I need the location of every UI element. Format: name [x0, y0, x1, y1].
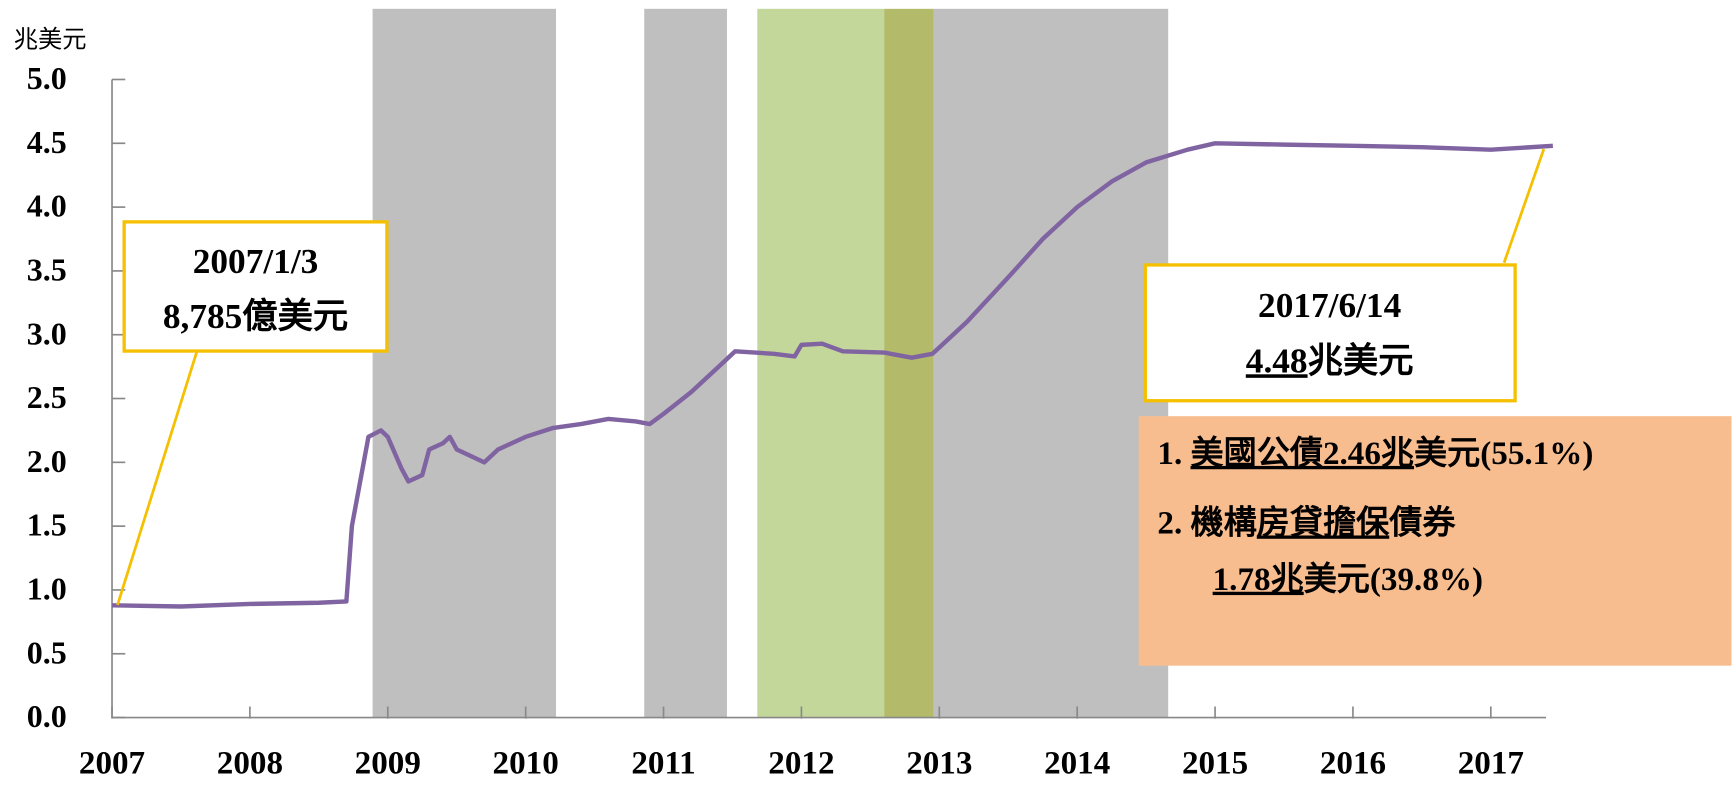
y-tick-label: 4.5	[27, 124, 67, 160]
x-tick-label: 2015	[1182, 745, 1248, 782]
annotation-segment: 1.	[1157, 435, 1190, 472]
leader-line	[1502, 148, 1546, 264]
annotation-segment: 2007/1/3	[193, 242, 319, 281]
annotation-segment: 1.78兆	[1213, 560, 1304, 597]
annotation-box	[122, 220, 389, 353]
annotation-segment: 美元(39.8%)	[1304, 560, 1483, 597]
data-line	[111, 141, 1554, 609]
y-axis-label: 兆美元	[14, 27, 87, 54]
annotation-segment: 兆美元	[1308, 341, 1414, 380]
annotations: 2007/1/3 8,785億美元 2017/6/14 4.48兆美元 1. 美國公債2…	[163, 242, 1594, 597]
plot	[111, 141, 1554, 609]
y-tick-label: 4.0	[27, 188, 67, 224]
annotation-text: 2007/1/3	[193, 242, 319, 281]
x-tick-label: 2012	[768, 745, 834, 782]
shaded-period	[644, 8, 727, 718]
composition-box	[1138, 416, 1732, 666]
annotation-box	[1143, 263, 1517, 403]
y-tick-label: 2.0	[27, 443, 67, 479]
annotation-text: 4.48兆美元	[1246, 341, 1414, 380]
y-tick-label: 0.0	[27, 698, 67, 734]
y-tick-label: 3.0	[27, 315, 67, 351]
x-tick-label: 2010	[493, 745, 559, 782]
y-tick-label: 2.5	[27, 379, 67, 415]
x-tick-label: 2008	[217, 745, 283, 782]
leader-line	[116, 350, 199, 606]
x-tick-label: 2013	[906, 745, 972, 782]
shaded-period	[757, 8, 885, 718]
annotation-text: 1.78兆美元(39.8%)	[1213, 560, 1483, 597]
y-tick-label: 0.5	[27, 634, 67, 670]
annotation-segment: 債券	[1388, 504, 1456, 541]
x-tick-label: 2007	[79, 745, 145, 782]
annotation-segment: 4.48	[1246, 341, 1308, 380]
annotation-segment: 2. 機構	[1157, 504, 1256, 541]
shaded-period	[933, 8, 1169, 718]
annotation-text: 1. 美國公債2.46兆美元(55.1%)	[1157, 435, 1593, 472]
y-tick-label: 3.5	[27, 251, 67, 287]
annotation-segment: 8,785億美元	[163, 297, 348, 336]
y-tick-label: 5.0	[27, 60, 67, 96]
annotation-text: 2. 機構房貸擔保債券	[1157, 504, 1456, 541]
y-tick-label: 1.0	[27, 570, 67, 606]
annotation-segment: 美元(55.1%)	[1414, 435, 1593, 472]
x-tick-label: 2009	[355, 745, 421, 782]
annotation-segment: 房貸擔保	[1257, 504, 1390, 541]
x-tick-label: 2016	[1320, 745, 1386, 782]
spans	[372, 8, 1169, 718]
y-tick-label: 1.5	[27, 507, 67, 543]
axes: 0.0 0.5 1.0 1.5 2.0 2.5 3.0 3.5 4.0 4.5 5.0 2007 200…	[27, 60, 1547, 782]
shaded-period	[884, 8, 934, 718]
x-tick-label: 2011	[631, 745, 695, 782]
shaded-period	[372, 8, 556, 718]
annotation-text: 8,785億美元	[163, 297, 348, 336]
annotation-segment: 美國公債2.46兆	[1191, 435, 1415, 472]
x-tick-label: 2017	[1458, 745, 1524, 782]
annotation-text: 2017/6/14	[1258, 286, 1401, 325]
x-tick-label: 2014	[1044, 745, 1110, 782]
annotation-segment: 2017/6/14	[1258, 286, 1401, 325]
